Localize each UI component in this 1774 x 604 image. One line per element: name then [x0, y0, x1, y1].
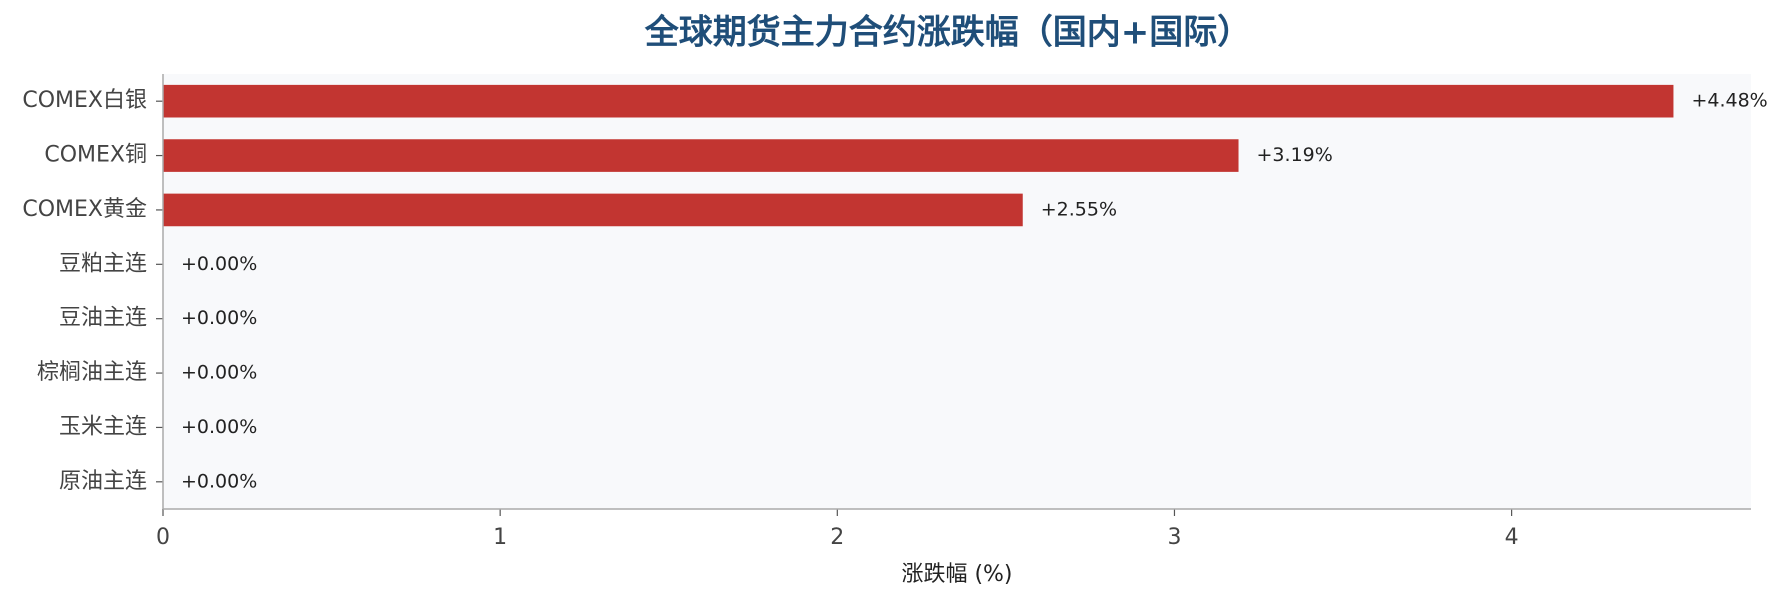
value-label: +0.00% [181, 253, 257, 275]
y-tick-label: COMEX白银 [22, 88, 147, 113]
y-tick-label: 玉米主连 [59, 414, 147, 439]
chart-title: 全球期货主力合约涨跌幅（国内+国际） [644, 13, 1252, 53]
y-tick-label: 原油主连 [59, 469, 147, 494]
value-label: +2.55% [1041, 198, 1117, 220]
bar [163, 84, 1674, 118]
x-tick-label: 1 [493, 525, 507, 550]
value-label: +4.48% [1691, 90, 1767, 112]
bar [163, 193, 1023, 227]
y-tick-label: 棕榈油主连 [37, 360, 147, 385]
y-tick-label: 豆油主连 [59, 306, 147, 331]
value-label: +0.00% [181, 470, 257, 492]
x-tick-label: 4 [1505, 525, 1519, 550]
y-tick-label: 豆粕主连 [59, 251, 147, 276]
value-label: +0.00% [181, 416, 257, 438]
x-tick-label: 3 [1167, 525, 1181, 550]
x-axis-label: 涨跌幅 (%) [901, 562, 1012, 587]
x-tick-label: 2 [830, 525, 844, 550]
value-label: +0.00% [181, 362, 257, 384]
bar [163, 139, 1239, 172]
x-tick-label: 0 [156, 525, 170, 550]
y-tick-label: COMEX铜 [44, 143, 147, 168]
value-label: +3.19% [1257, 144, 1333, 166]
value-label: +0.00% [181, 307, 257, 329]
y-tick-label: COMEX黄金 [22, 197, 147, 222]
